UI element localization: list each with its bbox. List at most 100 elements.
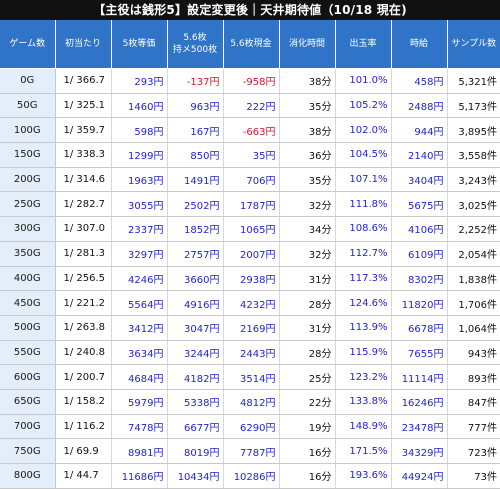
- cell-game: 550G: [0, 340, 56, 366]
- cell-hourly: 458円: [391, 68, 448, 94]
- cell-hourly: 16246円: [391, 389, 448, 415]
- cell-ev56cash: 2007円: [223, 241, 280, 267]
- table-row: 150G 1/ 338.3 1299円 850円 35円 36分 104.5% 2140円 3,…: [0, 142, 500, 168]
- header-ev56-line1: 5.6枚: [183, 33, 207, 43]
- cell-initial: 1/ 359.7: [55, 117, 112, 144]
- cell-samples: 73件: [447, 463, 500, 489]
- table-row: 250G 1/ 282.7 3055円 2502円 1787円 32分 111.8% 5675…: [0, 191, 500, 218]
- cell-initial: 1/ 158.2: [55, 389, 112, 415]
- cell-samples: 777件: [447, 414, 500, 440]
- cell-initial: 1/ 221.2: [55, 290, 112, 316]
- cell-ev56cash: 2938円: [223, 266, 280, 292]
- cell-ev56cash: 222円: [223, 93, 280, 119]
- cell-hourly: 2488円: [391, 93, 448, 119]
- cell-ev56: 1852円: [167, 216, 224, 242]
- cell-payout: 108.6%: [335, 216, 392, 242]
- cell-ev56: 2502円: [167, 191, 224, 218]
- cell-ev5: 3634円: [111, 340, 168, 366]
- cell-ev56: 3660円: [167, 266, 224, 292]
- cell-ev56cash: 4812円: [223, 389, 280, 415]
- cell-ev56: 1491円: [167, 167, 224, 193]
- header-ev56-line2: 持メ500枚: [172, 45, 218, 55]
- table-row: 50G 1/ 325.1 1460円 963円 222円 35分 105.2% 2488円 5,…: [0, 93, 500, 119]
- table-row: 0G 1/ 366.7 293円 -137円 -958円 38分 101.0% 458円 5,3…: [0, 68, 500, 94]
- cell-ev5: 5979円: [111, 389, 168, 415]
- cell-time: 16分: [279, 438, 336, 464]
- cell-initial: 1/ 281.3: [55, 241, 112, 267]
- cell-samples: 1,064件: [447, 315, 500, 341]
- cell-game: 150G: [0, 142, 56, 168]
- cell-payout: 148.9%: [335, 414, 392, 440]
- cell-initial: 1/ 200.7: [55, 364, 112, 390]
- cell-initial: 1/ 116.2: [55, 414, 112, 440]
- table-row: 550G 1/ 240.8 3634円 3244円 2443円 28分 115.9% 7655…: [0, 340, 500, 366]
- cell-time: 32分: [279, 241, 336, 267]
- cell-hourly: 5675円: [391, 191, 448, 218]
- cell-ev56: 10434円: [167, 463, 224, 489]
- cell-ev56cash: -663円: [223, 117, 280, 144]
- cell-time: 38分: [279, 68, 336, 94]
- cell-time: 35分: [279, 167, 336, 193]
- cell-ev5: 598円: [111, 117, 168, 144]
- cell-samples: 3,558件: [447, 142, 500, 168]
- cell-game: 600G: [0, 364, 56, 390]
- cell-ev56cash: 1065円: [223, 216, 280, 242]
- cell-payout: 115.9%: [335, 340, 392, 366]
- header-ev56cash: 5.6枚現金: [223, 20, 280, 69]
- cell-game: 350G: [0, 241, 56, 267]
- cell-ev5: 1460円: [111, 93, 168, 119]
- cell-initial: 1/ 338.3: [55, 142, 112, 168]
- cell-ev56: 850円: [167, 142, 224, 168]
- cell-initial: 1/ 44.7: [55, 463, 112, 489]
- table-row: 450G 1/ 221.2 5564円 4916円 4232円 28分 124.6% 1182…: [0, 290, 500, 316]
- cell-payout: 107.1%: [335, 167, 392, 193]
- cell-payout: 123.2%: [335, 364, 392, 390]
- cell-ev56: 3047円: [167, 315, 224, 341]
- cell-samples: 3,243件: [447, 167, 500, 193]
- cell-ev56cash: 6290円: [223, 414, 280, 440]
- cell-ev5: 7478円: [111, 414, 168, 440]
- cell-time: 36分: [279, 142, 336, 168]
- cell-payout: 133.8%: [335, 389, 392, 415]
- cell-ev56: 3244円: [167, 340, 224, 366]
- cell-ev56cash: 4232円: [223, 290, 280, 316]
- table-header-row: ゲーム数 初当たり 5枚等価 5.6枚 持メ500枚 5.6枚現金 消化時間 出…: [0, 20, 500, 69]
- cell-time: 31分: [279, 315, 336, 341]
- table-row: 350G 1/ 281.3 3297円 2757円 2007円 32分 112.7% 6109…: [0, 241, 500, 267]
- header-hourly: 時給: [391, 20, 448, 69]
- cell-samples: 3,025件: [447, 191, 500, 218]
- cell-ev5: 3412円: [111, 315, 168, 341]
- cell-initial: 1/ 282.7: [55, 191, 112, 218]
- cell-time: 34分: [279, 216, 336, 242]
- cell-hourly: 23478円: [391, 414, 448, 440]
- cell-time: 16分: [279, 463, 336, 489]
- header-game: ゲーム数: [0, 20, 56, 69]
- expected-value-table: ゲーム数 初当たり 5枚等価 5.6枚 持メ500枚 5.6枚現金 消化時間 出…: [0, 20, 500, 489]
- cell-time: 38分: [279, 117, 336, 144]
- cell-payout: 111.8%: [335, 191, 392, 218]
- cell-time: 28分: [279, 290, 336, 316]
- table-row: 300G 1/ 307.0 2337円 1852円 1065円 34分 108.6% 4106…: [0, 216, 500, 242]
- cell-time: 19分: [279, 414, 336, 440]
- cell-samples: 943件: [447, 340, 500, 366]
- cell-ev5: 3297円: [111, 241, 168, 267]
- cell-hourly: 7655円: [391, 340, 448, 366]
- cell-payout: 124.6%: [335, 290, 392, 316]
- cell-game: 0G: [0, 68, 56, 94]
- cell-ev5: 1299円: [111, 142, 168, 168]
- cell-hourly: 3404円: [391, 167, 448, 193]
- cell-game: 750G: [0, 438, 56, 464]
- table-row: 700G 1/ 116.2 7478円 6677円 6290円 19分 148.9% 2347…: [0, 414, 500, 440]
- cell-ev5: 3055円: [111, 191, 168, 218]
- cell-ev5: 4246円: [111, 266, 168, 292]
- cell-time: 28分: [279, 340, 336, 366]
- cell-ev56cash: -958円: [223, 68, 280, 94]
- cell-initial: 1/ 325.1: [55, 93, 112, 119]
- cell-samples: 2,252件: [447, 216, 500, 242]
- cell-ev56cash: 10286円: [223, 463, 280, 489]
- cell-ev5: 293円: [111, 68, 168, 94]
- cell-ev56: 5338円: [167, 389, 224, 415]
- table-row: 600G 1/ 200.7 4684円 4182円 3514円 25分 123.2% 1111…: [0, 364, 500, 390]
- cell-ev56: -137円: [167, 68, 224, 94]
- cell-ev56cash: 1787円: [223, 191, 280, 218]
